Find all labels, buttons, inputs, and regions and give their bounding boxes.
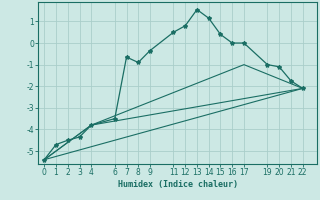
X-axis label: Humidex (Indice chaleur): Humidex (Indice chaleur) [118,180,238,189]
